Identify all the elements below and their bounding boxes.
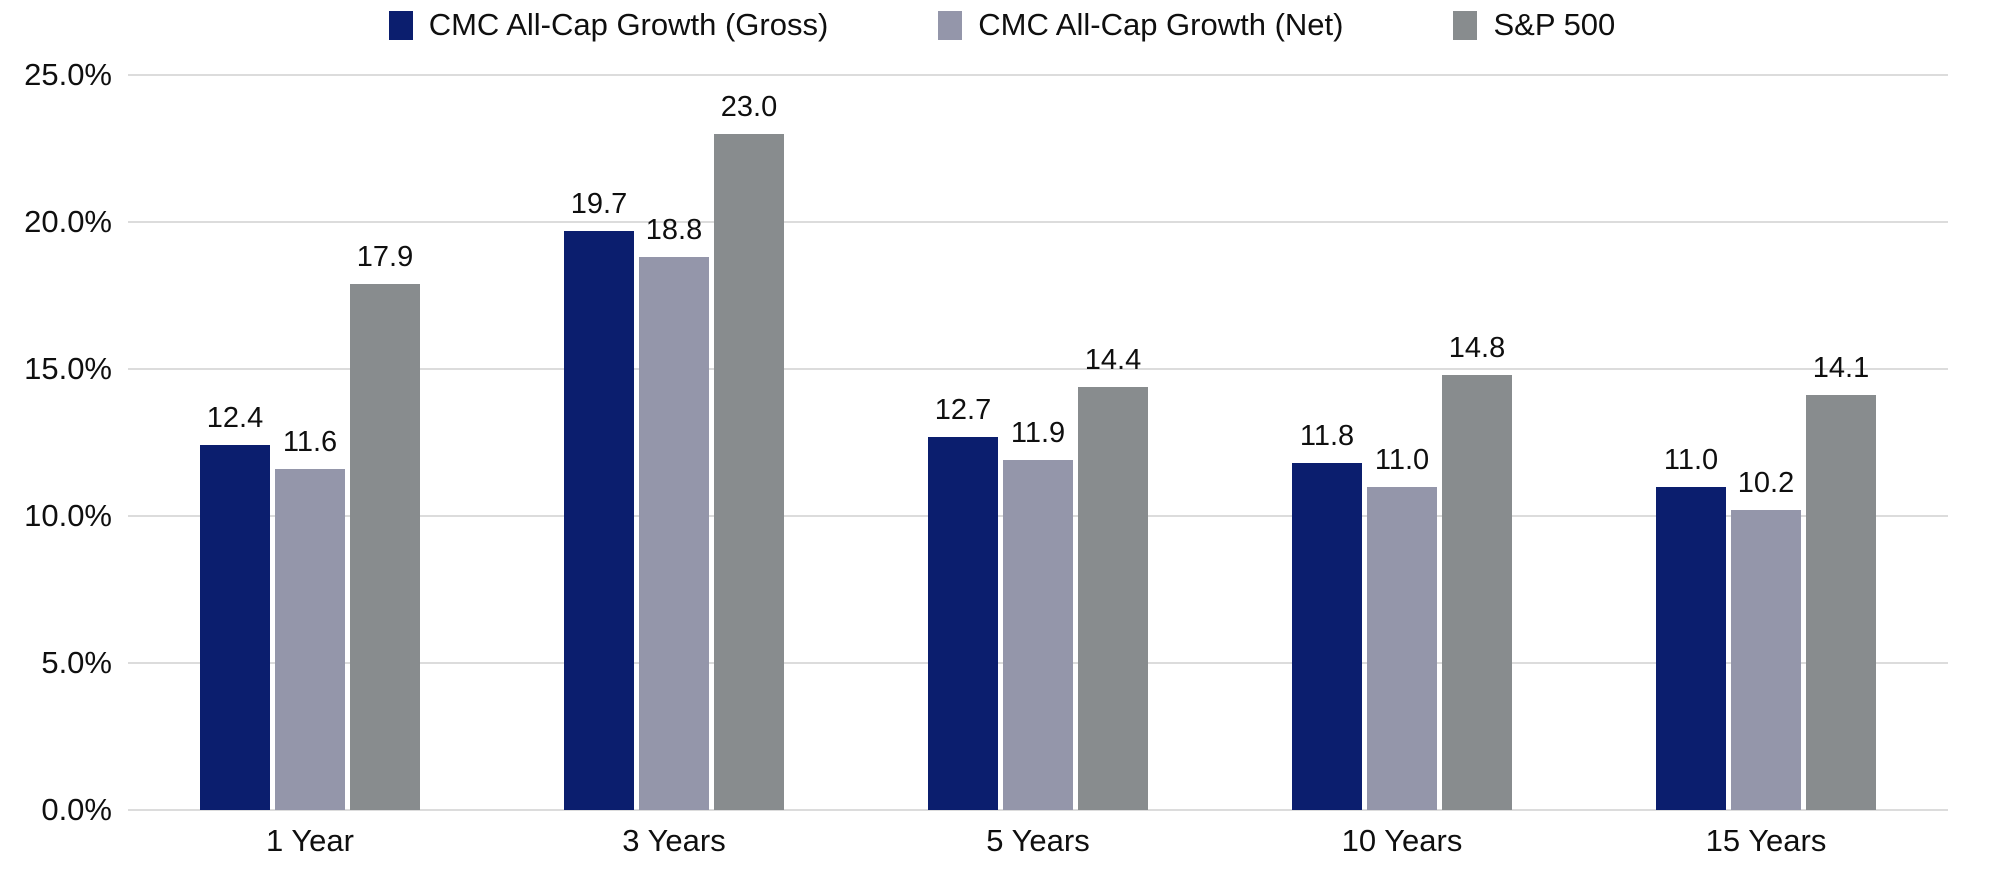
bar-value-label: 12.7 — [934, 393, 992, 426]
y-axis-tick-label: 20.0% — [24, 204, 112, 239]
bar: 11.0 — [1367, 445, 1437, 810]
bar-value-label: 11.8 — [1299, 420, 1355, 453]
legend-item: CMC All-Cap Growth (Net) — [938, 8, 1343, 42]
bar: 11.0 — [1656, 445, 1726, 810]
legend-swatch — [388, 10, 413, 40]
bar-value-label: 11.6 — [282, 425, 338, 458]
bar: 14.4 — [1078, 345, 1148, 810]
bar-group: 19.7 18.8 23.0 3 Years — [492, 75, 856, 858]
bar: 12.7 — [928, 395, 998, 810]
bar-value-label: 10.2 — [1737, 467, 1795, 500]
plot-area: 12.4 11.6 17.9 1 Year 19.7 18.8 23.0 3 Years 12.… — [128, 74, 1948, 858]
gridline — [128, 809, 1948, 811]
legend-swatch — [1453, 10, 1478, 40]
bar-value-label: 11.0 — [1374, 443, 1430, 476]
bar: 14.8 — [1442, 333, 1512, 810]
y-axis-tick-label: 5.0% — [41, 645, 112, 680]
bar: 19.7 — [564, 189, 634, 810]
bar: 11.8 — [1292, 421, 1362, 810]
bar: 10.2 — [1731, 468, 1801, 810]
legend-item: S&P 500 — [1453, 8, 1615, 42]
bar: 14.1 — [1806, 353, 1876, 810]
bar-groups: 12.4 11.6 17.9 1 Year 19.7 18.8 23.0 3 Years 12.… — [128, 75, 1948, 858]
y-axis-tick-label: 10.0% — [24, 498, 112, 533]
bar-group: 11.8 11.0 14.8 10 Years — [1220, 75, 1584, 858]
bar-value-label: 11.9 — [1010, 417, 1066, 450]
bar-value-label: 14.4 — [1084, 343, 1142, 376]
category-label: 10 Years — [1341, 823, 1463, 858]
bar: 23.0 — [714, 92, 784, 810]
bar-group: 12.7 11.9 14.4 5 Years — [856, 75, 1220, 858]
gridline — [128, 74, 1948, 76]
category-label: 3 Years — [622, 823, 726, 858]
y-axis-tick-label: 15.0% — [24, 351, 112, 386]
legend-item: CMC All-Cap Growth (Gross) — [388, 7, 829, 42]
bar-value-label: 14.8 — [1448, 331, 1506, 364]
y-axis: 0.0% 5.0% 10.0% 15.0% 20.0% 25.0% — [0, 59, 112, 826]
category-label: 15 Years — [1705, 823, 1827, 858]
bar-value-label: 23.0 — [720, 90, 778, 123]
category-label: 1 Year — [266, 823, 354, 858]
chart-legend: CMC All-Cap Growth (Gross) CMC All-Cap Gr… — [0, 8, 2004, 42]
bar-value-label: 11.0 — [1663, 443, 1719, 476]
bar: 17.9 — [350, 242, 420, 810]
gridline — [128, 368, 1948, 370]
bar-group: 12.4 11.6 17.9 1 Year — [128, 75, 492, 858]
y-axis-tick-label: 0.0% — [41, 792, 112, 827]
legend-label: CMC All-Cap Growth (Gross) — [428, 7, 829, 42]
bar: 18.8 — [639, 215, 709, 810]
legend-label: S&P 500 — [1493, 7, 1616, 42]
bar-value-label: 17.9 — [356, 240, 414, 273]
bar-group: 11.0 10.2 14.1 15 Years — [1584, 75, 1948, 858]
category-label: 5 Years — [986, 823, 1090, 858]
bar-value-label: 14.1 — [1812, 352, 1870, 385]
bar: 11.6 — [275, 427, 345, 810]
bar: 12.4 — [200, 403, 270, 810]
bar-value-label: 19.7 — [570, 187, 628, 220]
legend-label: CMC All-Cap Growth (Net) — [978, 7, 1344, 42]
y-axis-tick-label: 25.0% — [24, 57, 112, 92]
bar-value-label: 12.4 — [206, 402, 264, 435]
bar: 11.9 — [1003, 418, 1073, 810]
legend-swatch — [938, 10, 963, 40]
bar-value-label: 18.8 — [645, 214, 703, 247]
gridline — [128, 221, 1948, 223]
